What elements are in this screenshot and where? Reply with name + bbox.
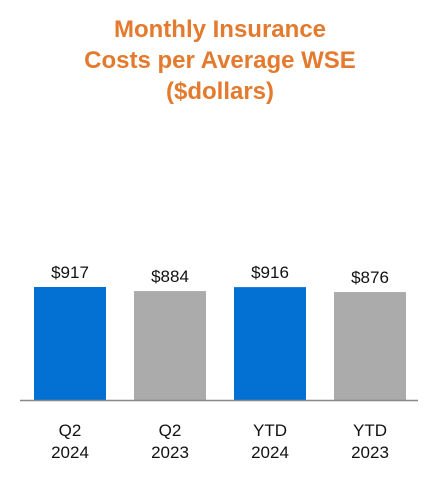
chart-title-line-3: ($dollars)	[165, 78, 275, 105]
data-label: $917	[51, 263, 89, 282]
x-tick-label: 2023	[151, 443, 189, 462]
x-tick-label: 2024	[251, 443, 289, 462]
x-tick-label: YTD	[353, 421, 387, 440]
data-label: $884	[151, 267, 189, 286]
chart-title-line-1: Monthly Insurance	[113, 16, 327, 43]
data-label: $876	[351, 268, 389, 287]
chart-title: Monthly Insurance Costs per Average WSE …	[0, 14, 440, 107]
data-label: $916	[251, 263, 289, 282]
bar	[234, 287, 306, 400]
x-tick-label: Q2	[159, 421, 182, 440]
chart-title-line-2: Costs per Average WSE	[84, 47, 356, 74]
x-tick-label: Q2	[59, 421, 82, 440]
x-tick-label: 2023	[351, 443, 389, 462]
bar	[34, 287, 106, 400]
x-tick-label: 2024	[51, 443, 89, 462]
bar	[334, 292, 406, 400]
x-tick-label: YTD	[253, 421, 287, 440]
bar	[134, 291, 206, 400]
